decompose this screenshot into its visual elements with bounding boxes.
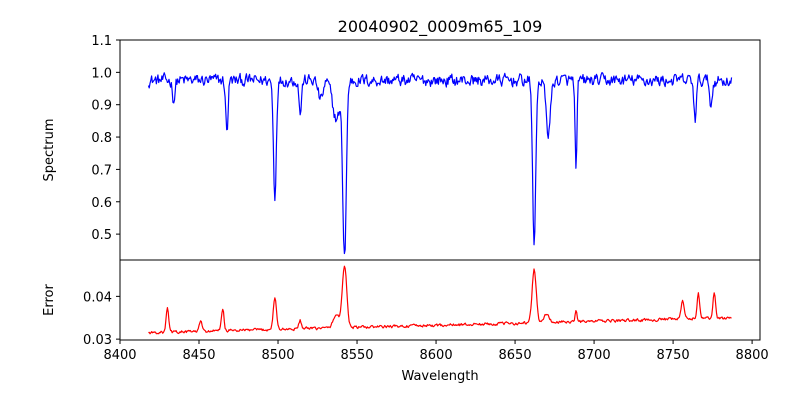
error-x-ticks: 8400 8450 8500 8550 8600 8650 8700 8750 8800 xyxy=(103,340,769,363)
x-tick-label: 8550 xyxy=(340,348,373,363)
spectrum-y-tick-label: 0.8 xyxy=(91,131,112,146)
spectrum-y-tick-label: 0.5 xyxy=(91,228,112,243)
spectrum-y-axis-label: Spectrum xyxy=(42,119,57,182)
x-tick-label: 8750 xyxy=(657,348,690,363)
spectrum-y-tick-label: 0.6 xyxy=(91,196,112,211)
x-tick-label: 8500 xyxy=(261,348,294,363)
error-y-tick-label: 0.03 xyxy=(83,333,112,348)
spectrum-y-tick-label: 0.9 xyxy=(91,99,112,114)
error-y-axis-label: Error xyxy=(42,284,57,316)
error-y-tick-label: 0.04 xyxy=(83,290,112,305)
spectrum-y-tick-label: 1.0 xyxy=(91,66,112,81)
x-tick-label: 8650 xyxy=(499,348,532,363)
error-plot-frame xyxy=(119,259,761,341)
chart-title: 20040902_0009m65_109 xyxy=(338,17,543,37)
x-tick-label: 8400 xyxy=(103,348,136,363)
x-tick-label: 8700 xyxy=(578,348,611,363)
spectrum-y-ticks: 0.5 0.6 0.7 0.8 0.9 1.0 1.1 xyxy=(91,34,120,243)
x-tick-label: 8600 xyxy=(420,348,453,363)
x-tick-label: 8800 xyxy=(736,348,769,363)
x-tick-label: 8450 xyxy=(182,348,215,363)
spectrum-y-tick-label: 0.7 xyxy=(91,163,112,178)
spectrum-panel: 20040902_0009m65_109 0.5 0.6 0.7 0.8 0.9 1.0 1… xyxy=(42,17,761,261)
spectrum-series-line xyxy=(147,71,733,255)
error-panel: 0.03 0.04 8400 8450 8500 8550 8600 8650 8700 875… xyxy=(42,259,769,384)
error-y-ticks: 0.03 0.04 xyxy=(83,290,120,348)
x-axis-label: Wavelength xyxy=(401,369,478,384)
error-series-line xyxy=(148,265,732,335)
spectrum-y-tick-label: 1.1 xyxy=(91,34,112,49)
